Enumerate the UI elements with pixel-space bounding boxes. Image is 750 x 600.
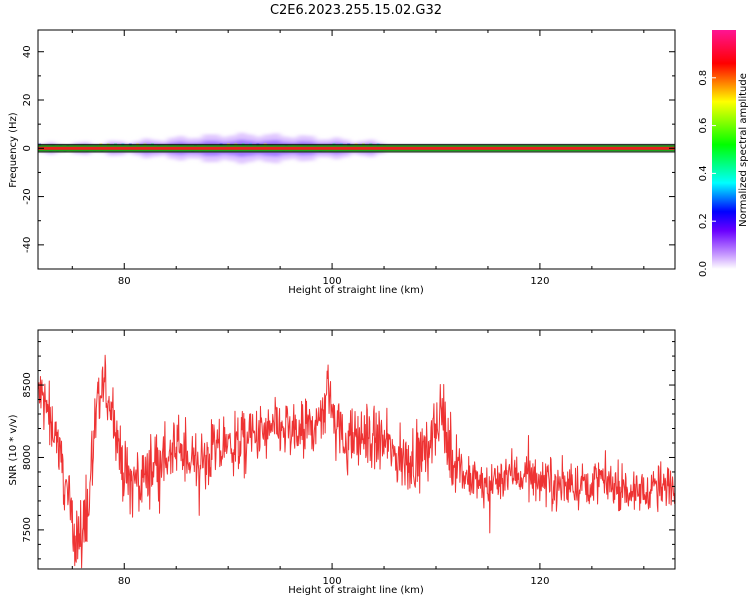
snr-series-line — [38, 354, 675, 569]
spectrogram-y-axis-label: Frequency (Hz) — [8, 112, 19, 188]
spectrogram-x-tick-label: 80 — [118, 276, 131, 287]
snr-panel: 80 100 120 7500 8000 8500 Height of straight … — [8, 329, 676, 596]
spectrogram-ticks: 80 100 120 -40 -20 0 20 40 — [22, 30, 675, 287]
snr-y-tick-label: 8500 — [22, 372, 33, 397]
spectrogram-plot-area — [38, 132, 675, 164]
snr-x-tick-label: 80 — [118, 576, 131, 587]
snr-x-tick-label: 100 — [323, 576, 342, 587]
colorbar-ticks: 0.0 0.2 0.4 0.6 0.8 — [698, 70, 716, 277]
spectrogram-y-tick-label: 20 — [22, 94, 33, 107]
figure-title: C2E6.2023.255.15.02.G32 — [270, 3, 442, 18]
colorbar-label: Normalized spectral amplitude — [738, 73, 749, 227]
colorbar-tick-label: 0.8 — [698, 70, 709, 86]
snr-x-axis-label: Height of straight line (km) — [288, 585, 424, 596]
spectrogram-y-tick-label: -40 — [22, 237, 33, 253]
snr-y-tick-label: 7500 — [22, 517, 33, 542]
colorbar-tick-label: 0.4 — [698, 165, 709, 181]
signal-band-red — [38, 146, 675, 150]
colorbar-gradient — [712, 30, 736, 269]
spectrogram-x-tick-label: 120 — [530, 276, 549, 287]
snr-ticks: 80 100 120 7500 8000 8500 — [22, 330, 675, 587]
snr-x-tick-label: 120 — [530, 576, 549, 587]
snr-y-axis-label: SNR (10 * v/v) — [8, 414, 19, 485]
spectrogram-y-tick-label: 40 — [22, 45, 33, 58]
spectrogram-x-tick-label: 100 — [323, 276, 342, 287]
colorbar-tick-label: 0.6 — [698, 118, 709, 134]
spectrogram-x-axis-label: Height of straight line (km) — [288, 285, 424, 296]
colorbar-tick-label: 0.0 — [698, 261, 709, 277]
spectrogram-panel: 80 100 120 -40 -20 0 20 40 Height of straight l… — [8, 29, 676, 296]
colorbar-tick-label: 0.2 — [698, 213, 709, 229]
colorbar: 0.0 0.2 0.4 0.6 0.8 Normalized spectral ampl… — [698, 30, 749, 277]
snr-frame — [37, 329, 676, 570]
spectrogram-y-tick-label: -20 — [22, 188, 33, 204]
snr-y-tick-label: 8000 — [22, 445, 33, 470]
spectrogram-y-tick-label: 0 — [22, 145, 33, 151]
spectrogram-frame — [37, 29, 676, 270]
